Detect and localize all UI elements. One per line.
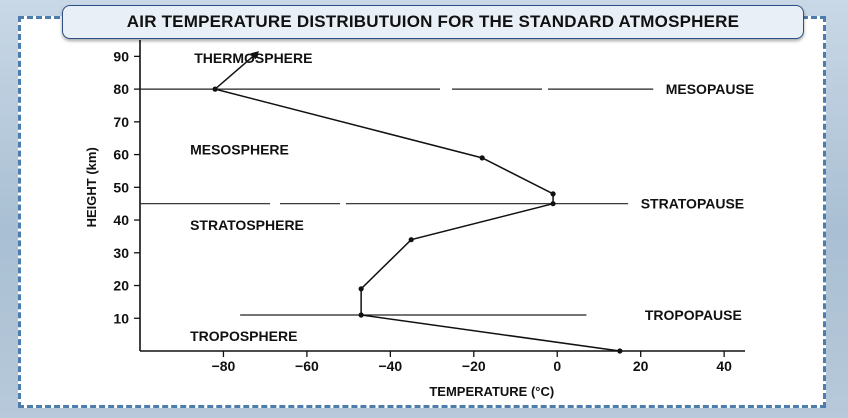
y-tick-label: 90 xyxy=(113,48,129,64)
y-axis-label: HEIGHT (km) xyxy=(84,147,99,227)
y-tick-label: 10 xyxy=(113,310,129,326)
layer-label-troposphere: TROPOSPHERE xyxy=(190,328,297,344)
y-tick-label: 60 xyxy=(113,147,129,163)
temperature-profile-line xyxy=(213,51,620,352)
data-point xyxy=(617,348,623,354)
boundary-label-stratopause: STRATOPAUSE xyxy=(641,196,744,212)
x-tick-label: −80 xyxy=(212,358,236,374)
x-tick-label: −20 xyxy=(462,358,486,374)
x-tick-label: 0 xyxy=(553,358,561,374)
x-tick-label: 40 xyxy=(716,358,732,374)
chart-frame xyxy=(18,16,826,408)
x-tick-label: −40 xyxy=(378,358,402,374)
chart-title: AIR TEMPERATURE DISTRIBUTUION FOR THE ST… xyxy=(62,5,804,39)
data-point xyxy=(358,286,364,292)
y-tick-label: 50 xyxy=(113,179,129,195)
layer-label-thermosphere: THERMOSPHERE xyxy=(194,50,312,66)
data-point xyxy=(212,86,218,92)
x-tick-label: 20 xyxy=(633,358,649,374)
layer-label-mesosphere: MESOSPHERE xyxy=(190,142,289,158)
data-point xyxy=(358,312,364,318)
boundary-label-mesopause: MESOPAUSE xyxy=(666,81,754,97)
data-point xyxy=(550,191,556,197)
boundary-label-tropopause: TROPOPAUSE xyxy=(645,307,742,323)
y-tick-label: 30 xyxy=(113,245,129,261)
layer-label-stratosphere: STRATOSPHERE xyxy=(190,217,304,233)
data-point xyxy=(479,155,485,161)
data-point xyxy=(408,237,414,243)
y-tick-label: 20 xyxy=(113,278,129,294)
y-tick-label: 80 xyxy=(113,81,129,97)
data-point xyxy=(550,201,556,207)
y-tick-label: 40 xyxy=(113,212,129,228)
x-axis-label: TEMPERATURE (°C) xyxy=(429,384,554,399)
y-tick-label: 70 xyxy=(113,114,129,130)
x-tick-label: −60 xyxy=(295,358,319,374)
